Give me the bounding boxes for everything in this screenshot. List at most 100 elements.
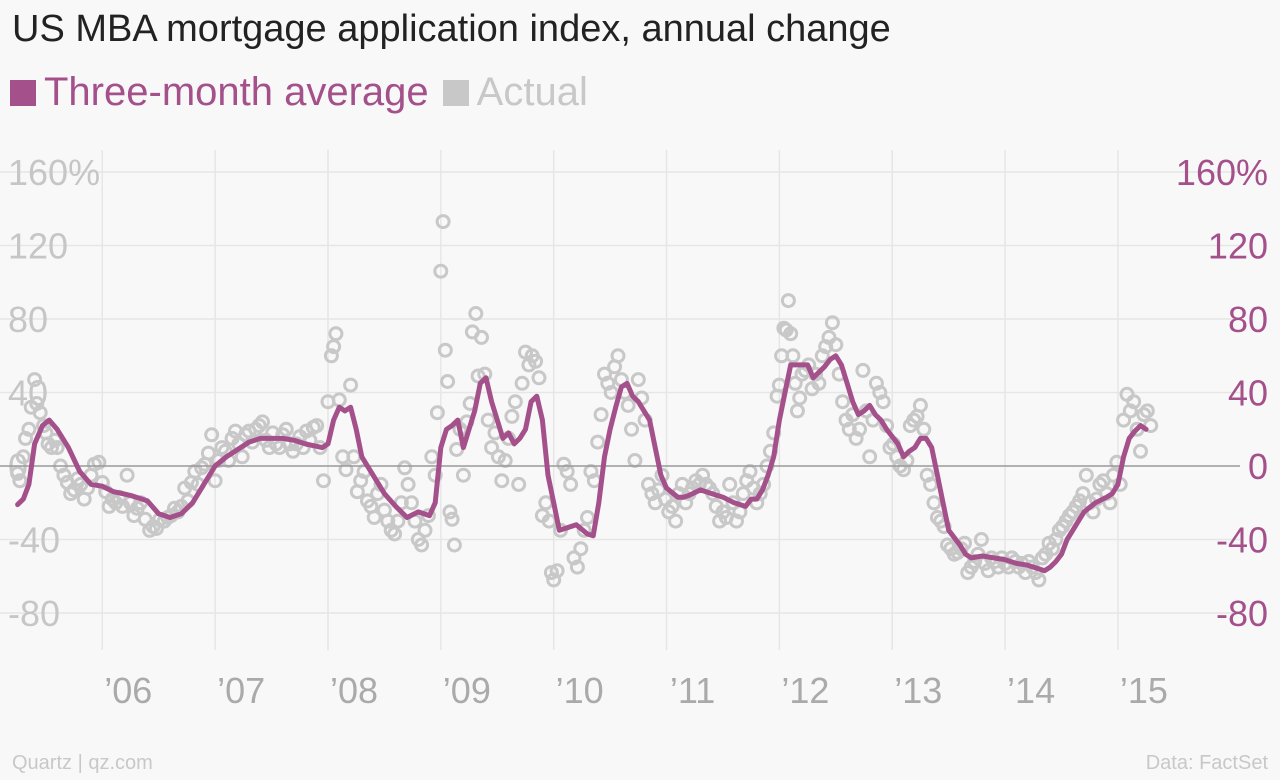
actual-point [973, 532, 989, 547]
actual-point [593, 407, 609, 423]
actual-point [56, 467, 72, 483]
actual-point [474, 329, 489, 345]
actual-point [620, 397, 636, 413]
actual-point [824, 315, 840, 331]
actual-point [573, 541, 589, 557]
actual-point [10, 465, 26, 481]
average-line-layer [0, 353, 1240, 574]
actual-point [49, 440, 65, 456]
y-tick-label-right: -80 [1216, 593, 1268, 634]
actual-point [1126, 394, 1142, 410]
actual-point [507, 394, 523, 410]
actual-point [32, 405, 48, 421]
x-tick-label: ’07 [217, 670, 265, 711]
actual-point [785, 348, 801, 364]
actual-point [603, 385, 619, 400]
actual-point [511, 476, 527, 492]
y-tick-label-left: 120 [8, 226, 68, 267]
actual-point [1133, 443, 1148, 459]
actual-point [323, 348, 339, 364]
footer-source-left: Quartz | qz.com [12, 752, 153, 774]
actual-point [1031, 572, 1047, 588]
y-tick-label-right: 40 [1228, 373, 1268, 414]
actual-point [366, 510, 382, 525]
actual-point [21, 421, 37, 437]
actual-point [404, 495, 419, 511]
actual-point [610, 348, 626, 364]
actual-point [531, 370, 547, 386]
x-tick-label: ’10 [556, 670, 604, 711]
y-tick-label-right: 120 [1208, 226, 1268, 267]
legend-label-three-month-average: Three-month average [44, 70, 429, 114]
y-tick-label-left: -40 [8, 520, 60, 561]
actual-point [916, 421, 932, 437]
legend-label-actual: Actual [476, 70, 588, 114]
x-tick-label: ’14 [1007, 670, 1055, 711]
x-tick-label: ’09 [443, 670, 491, 711]
axis-layer: 160%12080400-40-80160%12080400-40-80’06’… [8, 152, 1268, 711]
actual-point [234, 449, 250, 465]
x-tick-label: ’13 [894, 670, 942, 711]
actual-point [470, 368, 486, 384]
actual-point [414, 537, 430, 553]
actual-point [563, 476, 579, 492]
three-month-average-line [15, 353, 1149, 574]
actual-point [789, 403, 805, 419]
actual-point [400, 476, 416, 492]
actual-point [668, 513, 684, 529]
actual-point [12, 473, 28, 489]
actual-point [835, 394, 851, 410]
actual-point [580, 510, 595, 525]
actual-point [630, 372, 646, 388]
y-tick-label-left: 80 [8, 299, 48, 340]
actual-point [390, 513, 406, 529]
actual-point [446, 537, 462, 553]
actual-point [480, 412, 496, 428]
x-tick-label: ’15 [1120, 670, 1168, 711]
actual-point [424, 449, 440, 465]
actual-point [207, 473, 223, 489]
actual-point [44, 440, 59, 456]
grid-layer [0, 150, 1240, 650]
actual-point [792, 390, 808, 406]
legend-swatch-actual [442, 79, 469, 106]
x-tick-label: ’11 [670, 670, 715, 711]
actual-point [624, 421, 639, 437]
actual-point [437, 342, 453, 358]
actual-point [514, 375, 530, 391]
actual-point [923, 476, 939, 492]
actual-point [556, 456, 572, 472]
actual-point [1078, 467, 1094, 483]
legend-swatch-three-month-average [10, 79, 36, 106]
actual-point [442, 504, 458, 520]
actual-point [387, 526, 403, 542]
actual-point [36, 418, 52, 434]
actual-point [91, 454, 107, 470]
actual-point [468, 306, 484, 321]
actual-point [926, 495, 942, 511]
y-tick-label-right: -40 [1216, 520, 1268, 561]
actual-point [433, 263, 449, 279]
actual-point [417, 522, 433, 538]
actual-point [429, 405, 445, 421]
footer-source-right: Data: FactSet [1145, 752, 1268, 774]
legend-item-actual: Actual [442, 70, 588, 115]
actual-point [569, 559, 585, 575]
x-tick-label: ’08 [330, 670, 378, 711]
actual-point [194, 460, 210, 476]
actual-point [811, 375, 827, 391]
actual-point [309, 418, 325, 434]
actual-point [538, 495, 554, 511]
actual-point [338, 462, 354, 478]
legend-item-three-month-average: Three-month average [10, 70, 429, 115]
actual-point [27, 372, 43, 388]
x-tick-label: ’06 [104, 670, 152, 711]
actual-point [528, 353, 544, 369]
actual-point [576, 522, 592, 538]
actual-point [115, 498, 131, 514]
actual-point [627, 453, 643, 468]
actual-point [119, 467, 135, 483]
actual-point [328, 326, 344, 342]
y-tick-label-left: 160% [8, 152, 100, 193]
